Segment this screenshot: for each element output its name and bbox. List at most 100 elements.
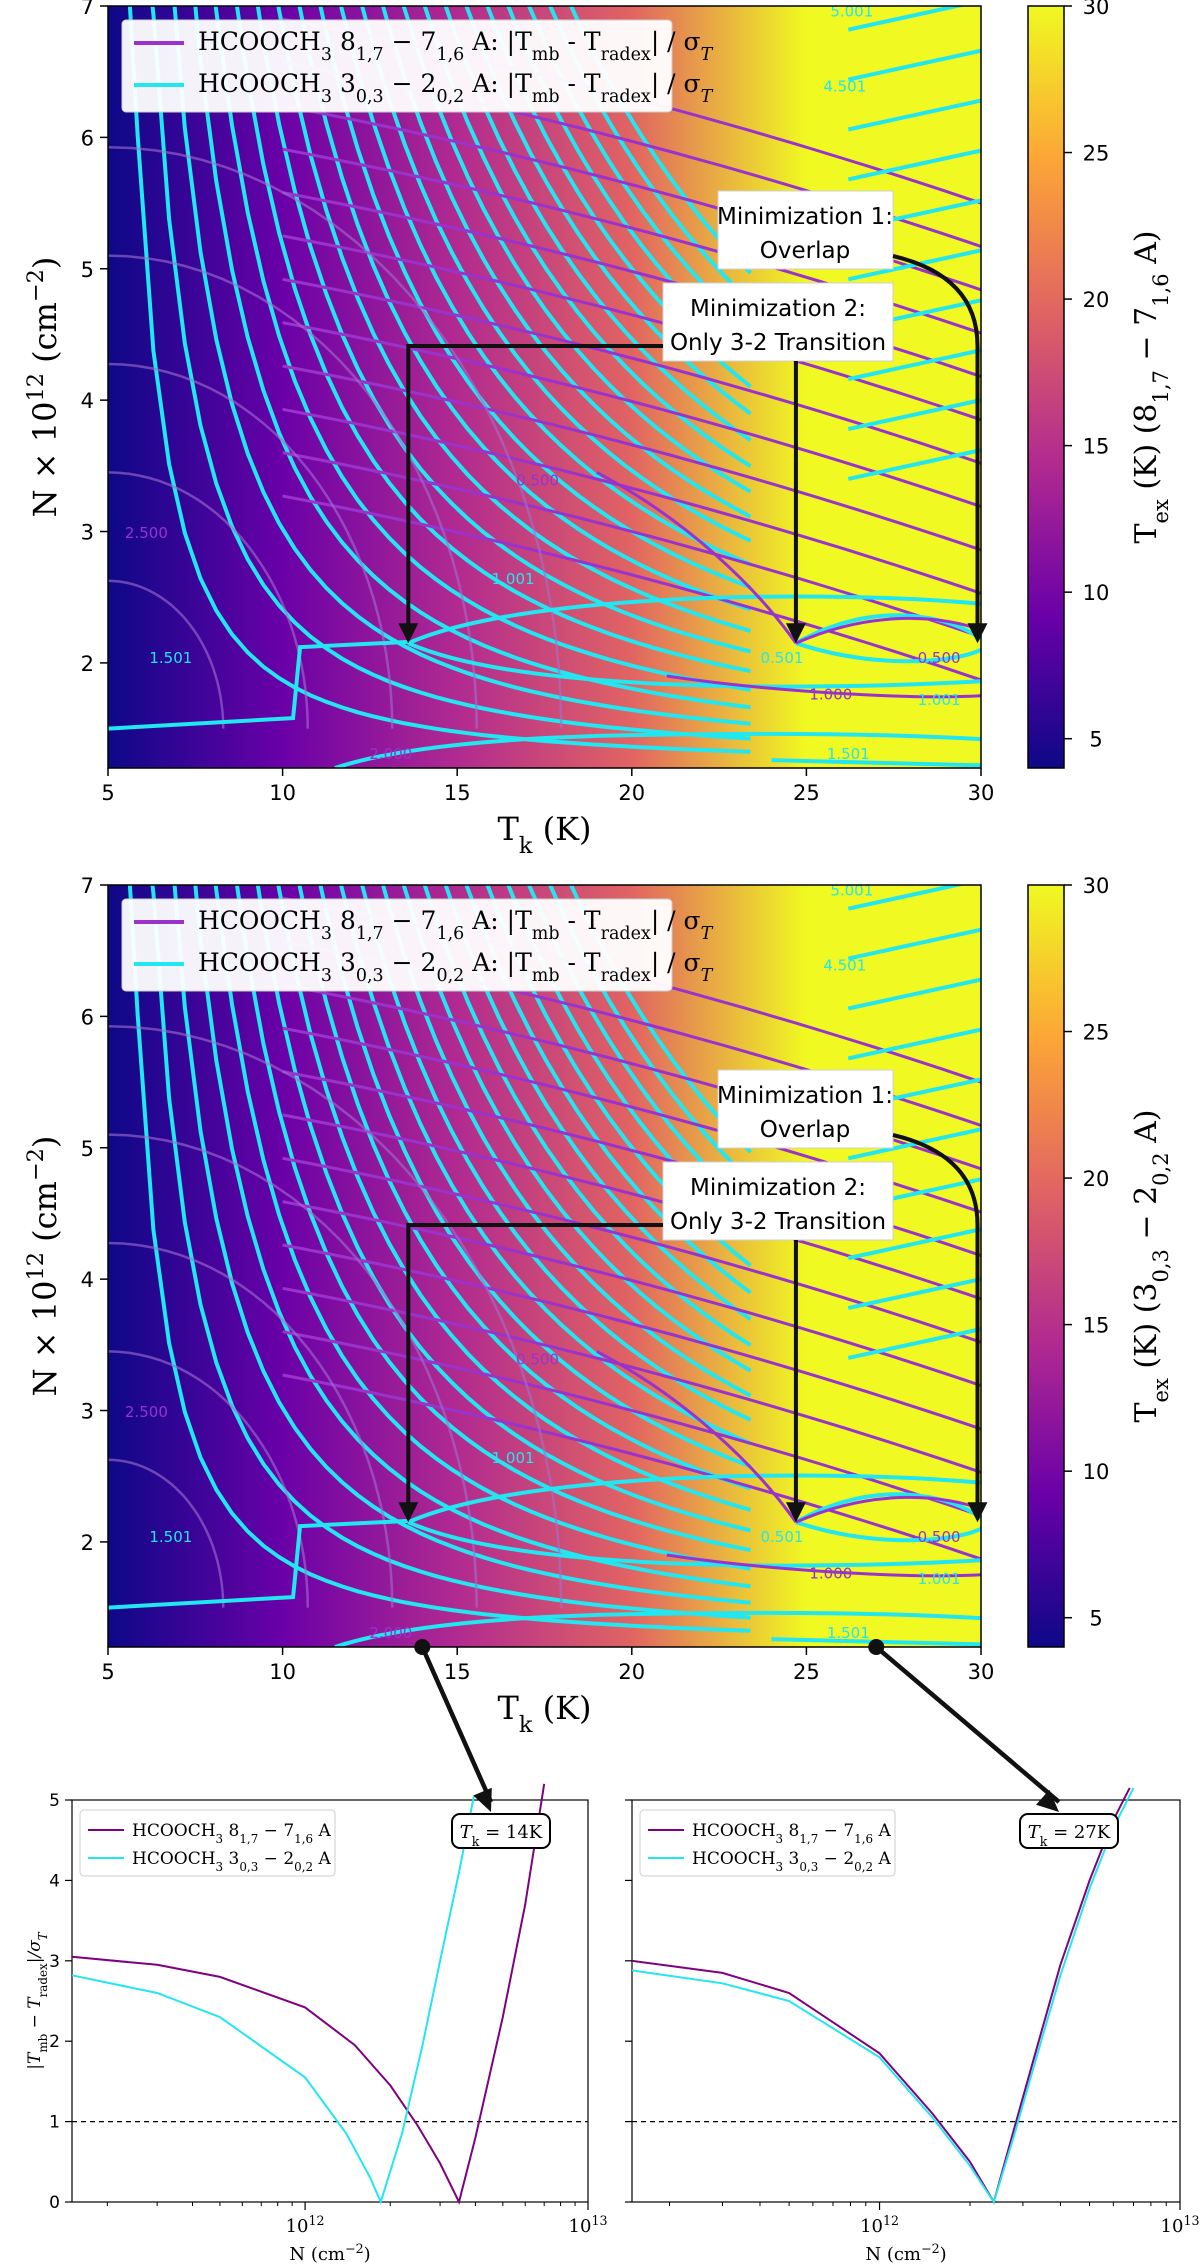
x-tick-label: 1012 bbox=[286, 2213, 325, 2238]
annotation-box-1 bbox=[717, 1069, 894, 1149]
contour-purple-faint bbox=[108, 362, 394, 729]
y-axis-label: N × 1012 (cm−2) bbox=[23, 1136, 64, 1397]
y-tick-label: 0 bbox=[49, 2193, 60, 2213]
contour-purple bbox=[282, 1243, 981, 1431]
contour-purple bbox=[282, 494, 981, 682]
y-axis-label: |Tmb − Tradex|/σT bbox=[25, 1931, 50, 2070]
contour-purple bbox=[282, 234, 981, 422]
y-tick-label: 5 bbox=[49, 1791, 60, 1811]
contour-purple bbox=[282, 104, 981, 292]
annotation-arrow bbox=[892, 254, 980, 628]
contour-cyan bbox=[193, 6, 751, 710]
legend-box bbox=[121, 898, 673, 992]
contour-cyan bbox=[297, 6, 752, 612]
legend-entry: HCOOCH3 81,7 − 71,6 A: |Tmb - Tradex| / … bbox=[198, 906, 714, 944]
contour-cyan-right bbox=[847, 927, 981, 961]
arrow-head bbox=[785, 623, 806, 644]
colorbar bbox=[1027, 5, 1065, 769]
contour-label: 2.000 bbox=[369, 1624, 412, 1642]
contour-label: 4.501 bbox=[823, 77, 866, 95]
contour-cyan-0501b bbox=[795, 1520, 981, 1543]
contour-cyan-right bbox=[847, 448, 981, 481]
contour-purple-0500b bbox=[596, 471, 798, 645]
contour-cyan bbox=[127, 6, 751, 754]
contour-cyan-1001 bbox=[407, 594, 981, 646]
contour-purple bbox=[282, 1200, 981, 1388]
contour-purple bbox=[282, 1070, 981, 1258]
contour-purple bbox=[282, 407, 981, 595]
heatmap-panel-middle: 2.500 1.501 1.001 0.500 0.501 0.500 1.000 1.001… bbox=[23, 874, 1173, 1738]
contour-purple bbox=[282, 191, 981, 379]
contour-cyan-right bbox=[847, 348, 981, 382]
contour-cyan bbox=[339, 885, 752, 1446]
annotation-text: Only 3-2 Transition bbox=[670, 330, 886, 356]
contour-label: 1.001 bbox=[492, 570, 535, 588]
colorbar-tick-label: 20 bbox=[1083, 288, 1110, 312]
contour-label: 5.001 bbox=[830, 882, 873, 900]
y-tick-label: 3 bbox=[49, 1952, 60, 1972]
heatmap-panel-top: 2.500 1.501 1.001 0.500 0.501 0.500 1.000 1.001… bbox=[23, 0, 1173, 859]
y-tick-label: 2 bbox=[49, 2032, 60, 2052]
x-tick-label: 5 bbox=[101, 1660, 114, 1684]
annotation-text: Minimization 2: bbox=[690, 1175, 866, 1201]
axes-frame bbox=[107, 884, 982, 1648]
contour-cyan-right bbox=[847, 1327, 981, 1360]
temperature-tag: Tk = 27K bbox=[1028, 1822, 1111, 1849]
colorbar-tick-label: 20 bbox=[1083, 1167, 1110, 1191]
contour-label: 2.500 bbox=[125, 1403, 168, 1421]
y-tick-label: 2 bbox=[81, 652, 94, 676]
contour-label: 0.501 bbox=[760, 649, 803, 667]
colorbar-tick-label: 10 bbox=[1083, 1460, 1110, 1484]
contour-purple-faint bbox=[108, 1241, 394, 1608]
contour-cyan-1501 bbox=[108, 639, 409, 731]
y-tick-label: 7 bbox=[81, 0, 94, 19]
arrow-head bbox=[967, 623, 988, 644]
x-tick-label: 25 bbox=[793, 1660, 820, 1684]
annotation-arrow bbox=[892, 1133, 980, 1507]
pointer-arrow bbox=[874, 1645, 1061, 1804]
contour-cyan bbox=[276, 6, 752, 633]
contour-label: 0.500 bbox=[516, 472, 559, 490]
contour-cyan bbox=[547, 885, 752, 1183]
colorbar-tick-label: 25 bbox=[1083, 1021, 1110, 1045]
contour-purple bbox=[282, 364, 981, 552]
contour-cyan-right bbox=[847, 885, 967, 911]
x-tick-label: 20 bbox=[618, 781, 645, 805]
contour-purple-0500 bbox=[795, 616, 981, 645]
y-tick-label: 2 bbox=[81, 1531, 94, 1555]
annotation-text: Only 3-2 Transition bbox=[670, 1209, 886, 1235]
contour-label: 0.500 bbox=[516, 1351, 559, 1369]
contour-purple bbox=[282, 451, 981, 639]
contour-cyan bbox=[339, 6, 752, 567]
legend-box bbox=[639, 1809, 896, 1877]
temperature-tag: Tk = 14K bbox=[460, 1822, 543, 1849]
series-line bbox=[71, 1795, 475, 2205]
contour-cyan bbox=[172, 885, 751, 1605]
contour-cyan-0501 bbox=[794, 1492, 981, 1524]
x-tick-label: 15 bbox=[444, 781, 471, 805]
contour-cyan bbox=[360, 885, 752, 1422]
contour-cyan bbox=[318, 6, 752, 590]
y-tick-label: 3 bbox=[81, 1400, 94, 1424]
annotation-text: Overlap bbox=[760, 1117, 850, 1143]
contour-cyan-right bbox=[847, 1127, 981, 1161]
contour-label: 0.500 bbox=[918, 1528, 961, 1546]
contour-purple-faint bbox=[108, 1024, 563, 1608]
contour-cyan bbox=[127, 885, 751, 1633]
x-tick-label: 1013 bbox=[1161, 2213, 1200, 2238]
contour-cyan bbox=[443, 885, 752, 1321]
contour-cyan bbox=[506, 6, 752, 361]
contour-cyan bbox=[318, 885, 752, 1469]
contour-cyan bbox=[172, 6, 751, 726]
annotation-text: Minimization 2: bbox=[690, 296, 866, 322]
legend-entry: HCOOCH3 30,3 − 20,2 A: |Tmb - Tradex| / … bbox=[198, 69, 714, 107]
contour-purple-faint bbox=[108, 145, 563, 729]
contour-purple bbox=[282, 1113, 981, 1301]
legend-box bbox=[121, 19, 673, 113]
contour-cyan bbox=[255, 885, 751, 1533]
contour-cyan bbox=[360, 6, 752, 543]
x-tick-label: 20 bbox=[618, 1660, 645, 1684]
x-axis-label: N (cm−2) bbox=[865, 2241, 946, 2266]
contour-cyan bbox=[234, 6, 751, 674]
contour-cyan-right bbox=[847, 98, 981, 132]
